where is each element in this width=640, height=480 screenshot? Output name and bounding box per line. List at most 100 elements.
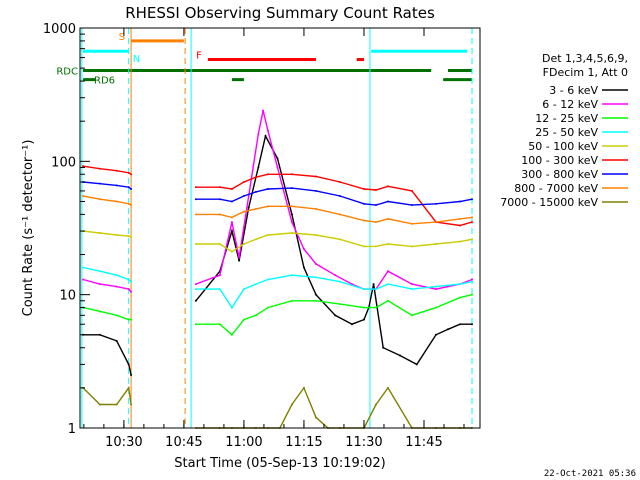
data-point-300-800-kev-2 <box>115 184 118 187</box>
data-point-3-6-kev-14 <box>290 213 293 216</box>
data-point-50-100-kev-7 <box>218 242 221 245</box>
data-point-50-100-kev-14 <box>338 238 341 241</box>
data-point-3-6-kev-17 <box>334 314 337 317</box>
data-point-7000-15000-kev-19 <box>374 403 377 406</box>
data-point-300-800-kev-8 <box>230 200 233 203</box>
series-lines <box>82 109 474 429</box>
y-tick-label-1000: 1000 <box>43 22 76 37</box>
data-point-800-7000-kev-8 <box>230 216 233 219</box>
data-point-12-25-kev-17 <box>386 299 389 302</box>
data-point-6-12-kev-0 <box>82 278 85 281</box>
data-point-6-12-kev-1 <box>98 283 101 286</box>
data-point-6-12-kev-8 <box>230 221 233 224</box>
data-point-300-800-kev-18 <box>410 204 413 207</box>
data-point-50-100-kev-4 <box>130 236 133 239</box>
data-point-100-300-kev-15 <box>362 188 365 191</box>
data-point-800-7000-kev-13 <box>314 207 317 210</box>
data-point-6-12-kev-11 <box>257 133 260 136</box>
data-point-50-100-kev-1 <box>98 232 101 235</box>
data-point-800-7000-kev-4 <box>130 204 133 207</box>
series-line-7000-15000-kev <box>82 386 472 429</box>
data-point-6-12-kev-23 <box>410 283 413 286</box>
data-point-6-12-kev-9 <box>238 256 241 259</box>
data-point-300-800-kev-1 <box>98 182 101 185</box>
data-point-50-100-kev-16 <box>374 245 377 248</box>
data-point-25-50-kev-3 <box>127 278 130 281</box>
data-point-3-6-kev-15 <box>302 266 305 269</box>
data-point-12-25-kev-7 <box>218 323 221 326</box>
x-tick-label-10-45: 10:45 <box>165 435 202 450</box>
data-point-300-800-kev-15 <box>362 202 365 205</box>
data-point-100-300-kev-9 <box>242 180 245 183</box>
data-point-6-12-kev-3 <box>127 288 130 291</box>
y-tick-label-1: 1 <box>68 422 76 437</box>
series-line-800-7000-kev <box>82 195 473 225</box>
series-line-50-100-kev <box>83 230 473 253</box>
data-point-3-6-kev-16 <box>314 293 317 296</box>
data-point-25-50-kev-11 <box>266 278 269 281</box>
data-point-3-6-kev-10 <box>247 206 250 209</box>
x-axis-ticks: 10:30 10:45 11:00 11:15 11:30 11:45 <box>83 28 465 450</box>
data-point-12-25-kev-19 <box>434 306 437 309</box>
data-point-3-6-kev-21 <box>372 283 375 286</box>
data-point-800-7000-kev-16 <box>374 221 377 224</box>
data-point-12-25-kev-6 <box>194 323 197 326</box>
data-point-12-25-kev-4 <box>130 318 133 321</box>
data-point-12-25-kev-1 <box>98 310 101 313</box>
data-point-800-7000-kev-7 <box>218 213 221 216</box>
data-point-50-100-kev-17 <box>386 242 389 245</box>
data-point-100-300-kev-20 <box>459 224 462 227</box>
data-point-3-6-kev-2 <box>115 339 118 342</box>
series-line-100-300-kev <box>82 165 473 227</box>
x-tick-label-10-30: 10:30 <box>105 435 142 450</box>
data-point-800-7000-kev-21 <box>471 216 474 219</box>
x-tick-label-11-45: 11:45 <box>405 435 442 450</box>
data-point-300-800-kev-14 <box>338 194 341 197</box>
data-point-800-7000-kev-3 <box>127 202 130 205</box>
data-point-50-100-kev-8 <box>230 250 233 253</box>
data-point-50-100-kev-20 <box>459 240 462 243</box>
data-point-3-6-kev-8 <box>230 230 233 233</box>
data-point-12-25-kev-3 <box>127 318 130 321</box>
data-point-300-800-kev-21 <box>471 198 474 201</box>
data-point-6-12-kev-7 <box>218 274 221 277</box>
data-point-300-800-kev-20 <box>459 200 462 203</box>
data-point-25-50-kev-14 <box>338 280 341 283</box>
data-point-6-12-kev-24 <box>434 288 437 291</box>
data-point-6-12-kev-13 <box>266 129 269 132</box>
legend-label-50-100-kev: 50 - 100 keV <box>528 140 598 153</box>
data-point-800-7000-kev-0 <box>82 194 85 197</box>
data-point-7000-15000-kev-13 <box>290 403 293 406</box>
data-point-25-50-kev-10 <box>254 283 257 286</box>
data-point-100-300-kev-17 <box>386 185 389 188</box>
data-point-800-7000-kev-12 <box>290 205 293 208</box>
legend-label-7000-15000-kev: 7000 - 15000 keV <box>500 196 598 209</box>
data-point-6-12-kev-15 <box>290 221 293 224</box>
data-point-800-7000-kev-11 <box>266 205 269 208</box>
series-line-12-25-kev <box>82 294 473 336</box>
legend-label-3-6-kev: 3 - 6 keV <box>549 84 598 97</box>
data-point-50-100-kev-11 <box>266 234 269 237</box>
footer-timestamp: 22-Oct-2021 05:36 <box>544 469 636 479</box>
data-point-12-25-kev-12 <box>290 299 293 302</box>
data-point-50-100-kev-18 <box>410 245 413 248</box>
data-point-12-25-kev-18 <box>410 314 413 317</box>
data-point-3-6-kev-25 <box>434 333 437 336</box>
status-flags: SN F RDC RD6 <box>56 32 473 87</box>
data-point-25-50-kev-18 <box>410 288 413 291</box>
data-point-25-50-kev-12 <box>290 274 293 277</box>
data-point-3-6-kev-26 <box>446 328 449 331</box>
data-point-50-100-kev-6 <box>194 242 197 245</box>
data-point-25-50-kev-8 <box>230 306 233 309</box>
data-point-50-100-kev-15 <box>362 245 365 248</box>
flag-label-f: F <box>196 51 202 62</box>
data-point-6-12-kev-26 <box>471 278 474 281</box>
data-point-3-6-kev-3 <box>127 363 130 366</box>
data-point-100-300-kev-1 <box>98 167 101 170</box>
data-point-50-100-kev-19 <box>434 242 437 245</box>
flag-label-s: S <box>119 32 125 43</box>
data-point-3-6-kev-6 <box>194 299 197 302</box>
data-point-800-7000-kev-15 <box>362 219 365 222</box>
data-point-12-25-kev-15 <box>362 306 365 309</box>
